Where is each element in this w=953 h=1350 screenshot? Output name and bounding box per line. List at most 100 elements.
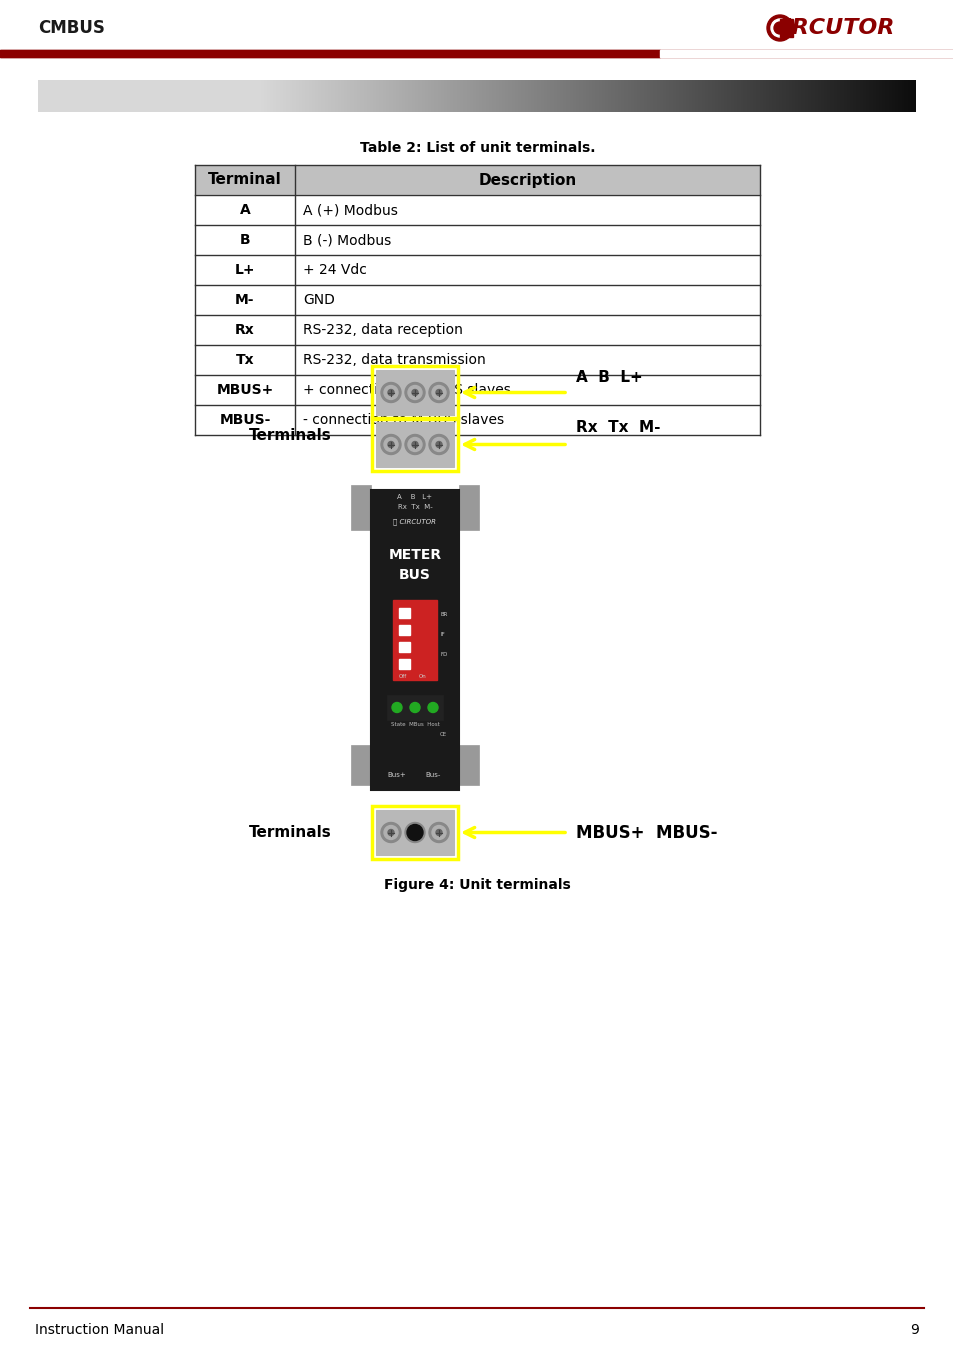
Circle shape bbox=[405, 435, 424, 455]
Bar bbox=[0, 50, 953, 57]
Text: MBUS+  MBUS-: MBUS+ MBUS- bbox=[576, 824, 717, 841]
Circle shape bbox=[432, 437, 446, 451]
Text: MBUS-: MBUS- bbox=[219, 413, 271, 427]
Text: RS-232, data reception: RS-232, data reception bbox=[303, 323, 462, 338]
Text: State  MBus  Host: State MBus Host bbox=[390, 721, 439, 726]
Text: Terminals: Terminals bbox=[249, 428, 331, 443]
Text: CIRCUTOR: CIRCUTOR bbox=[767, 18, 894, 38]
Text: Off: Off bbox=[398, 675, 407, 679]
Circle shape bbox=[770, 19, 788, 36]
Text: A: A bbox=[239, 202, 250, 217]
Text: L+: L+ bbox=[234, 263, 255, 277]
Text: Bus+: Bus+ bbox=[387, 772, 406, 778]
Circle shape bbox=[388, 829, 394, 836]
Circle shape bbox=[408, 386, 421, 400]
Circle shape bbox=[432, 825, 446, 840]
Text: CMBUS: CMBUS bbox=[38, 19, 105, 36]
Bar bbox=[194, 405, 760, 435]
Bar bbox=[375, 810, 454, 855]
Text: CE: CE bbox=[439, 732, 447, 737]
Text: M-: M- bbox=[235, 293, 254, 306]
Bar bbox=[398, 625, 410, 634]
Text: B: B bbox=[239, 234, 250, 247]
Bar bbox=[398, 643, 410, 652]
Bar bbox=[458, 485, 478, 531]
Text: Ⓒ CIRCUTOR: Ⓒ CIRCUTOR bbox=[393, 518, 436, 525]
Bar bbox=[371, 490, 458, 790]
Circle shape bbox=[429, 382, 449, 402]
Text: + connection to M-BUS slaves: + connection to M-BUS slaves bbox=[303, 383, 511, 397]
Bar bbox=[194, 255, 760, 285]
Bar bbox=[372, 806, 457, 859]
Text: Terminal: Terminal bbox=[208, 173, 281, 188]
Text: Figure 4: Unit terminals: Figure 4: Unit terminals bbox=[384, 878, 570, 892]
Bar bbox=[194, 194, 760, 225]
Text: BR: BR bbox=[440, 613, 448, 617]
Text: Instruction Manual: Instruction Manual bbox=[35, 1323, 164, 1336]
Text: A    B   L+: A B L+ bbox=[397, 494, 432, 499]
Text: 3.3.- UNIT TERMINALS: 3.3.- UNIT TERMINALS bbox=[48, 86, 271, 105]
Circle shape bbox=[380, 822, 400, 842]
Circle shape bbox=[384, 825, 397, 840]
Circle shape bbox=[428, 702, 437, 713]
Bar bbox=[194, 285, 760, 315]
Bar bbox=[780, 19, 792, 36]
Bar bbox=[458, 745, 478, 784]
Bar bbox=[194, 225, 760, 255]
Bar bbox=[0, 50, 659, 57]
Bar bbox=[194, 165, 760, 194]
Circle shape bbox=[405, 822, 424, 842]
Bar bbox=[659, 50, 953, 57]
Circle shape bbox=[429, 435, 449, 455]
Text: - connection to M-BUS slaves: - connection to M-BUS slaves bbox=[303, 413, 503, 427]
Text: Rx: Rx bbox=[234, 323, 254, 338]
Text: IF: IF bbox=[440, 633, 445, 637]
Circle shape bbox=[410, 702, 419, 713]
Circle shape bbox=[412, 441, 417, 447]
Bar bbox=[0, 0, 953, 50]
Text: A  B  L+: A B L+ bbox=[576, 370, 642, 386]
Circle shape bbox=[436, 390, 441, 396]
Bar bbox=[398, 608, 410, 618]
Text: + 24 Vdc: + 24 Vdc bbox=[303, 263, 367, 277]
Bar bbox=[398, 659, 410, 670]
Circle shape bbox=[773, 22, 785, 34]
Bar bbox=[375, 423, 454, 467]
Text: FD: FD bbox=[440, 652, 448, 657]
Text: Tx: Tx bbox=[235, 352, 254, 367]
Bar bbox=[372, 418, 457, 471]
Text: BUS: BUS bbox=[398, 568, 431, 582]
Circle shape bbox=[429, 822, 449, 842]
Bar bbox=[372, 366, 457, 418]
Circle shape bbox=[408, 437, 421, 451]
Circle shape bbox=[405, 382, 424, 402]
Circle shape bbox=[380, 435, 400, 455]
Text: A (+) Modbus: A (+) Modbus bbox=[303, 202, 397, 217]
Bar bbox=[351, 745, 371, 784]
Bar bbox=[393, 599, 436, 680]
Text: Description: Description bbox=[477, 173, 576, 188]
Circle shape bbox=[407, 825, 422, 841]
Text: Rx  Tx  M-: Rx Tx M- bbox=[576, 420, 659, 435]
Bar bbox=[387, 695, 442, 720]
Circle shape bbox=[392, 702, 401, 713]
Circle shape bbox=[436, 441, 441, 447]
Text: Table 2: List of unit terminals.: Table 2: List of unit terminals. bbox=[359, 140, 595, 155]
Circle shape bbox=[412, 390, 417, 396]
Text: MBUS+: MBUS+ bbox=[216, 383, 274, 397]
Text: Terminals: Terminals bbox=[249, 825, 331, 840]
Circle shape bbox=[432, 386, 446, 400]
Bar bbox=[351, 485, 371, 531]
Text: On: On bbox=[418, 675, 426, 679]
Text: 9: 9 bbox=[909, 1323, 918, 1336]
Circle shape bbox=[384, 437, 397, 451]
Text: RS-232, data transmission: RS-232, data transmission bbox=[303, 352, 485, 367]
Circle shape bbox=[384, 386, 397, 400]
Bar bbox=[375, 370, 454, 414]
Bar bbox=[194, 375, 760, 405]
Text: B (-) Modbus: B (-) Modbus bbox=[303, 234, 391, 247]
Circle shape bbox=[388, 390, 394, 396]
Circle shape bbox=[388, 441, 394, 447]
Bar bbox=[194, 315, 760, 346]
Text: Rx  Tx  M-: Rx Tx M- bbox=[397, 504, 432, 510]
